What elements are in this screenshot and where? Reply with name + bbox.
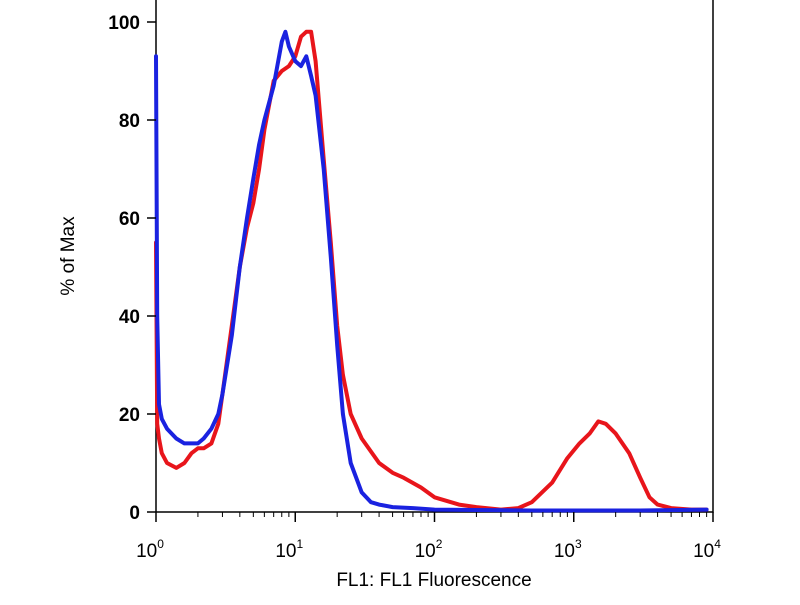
y-tick-label: 80 <box>119 111 140 132</box>
x-tick-label: 100 <box>136 537 164 562</box>
y-axis-label: % of Max <box>58 216 79 296</box>
x-tick-label: 102 <box>415 537 443 562</box>
series-group <box>154 29 709 513</box>
y-tick-label: 100 <box>108 13 140 34</box>
x-axis-label: FL1: FL1 Fluorescence <box>336 570 531 591</box>
y-ticks: 0 20 40 60 80 100 <box>108 13 156 524</box>
x-tick-label: 104 <box>693 537 721 562</box>
y-tick-label: 20 <box>119 405 140 426</box>
x-tick-label: 103 <box>554 537 582 562</box>
y-tick-label: 60 <box>119 209 140 230</box>
y-tick-label: 40 <box>119 307 140 328</box>
x-tick-label: 101 <box>275 537 303 562</box>
blue-histogram-line <box>154 29 709 513</box>
x-ticks: 100 101 102 103 104 <box>136 512 721 562</box>
y-tick-label: 0 <box>129 503 140 524</box>
